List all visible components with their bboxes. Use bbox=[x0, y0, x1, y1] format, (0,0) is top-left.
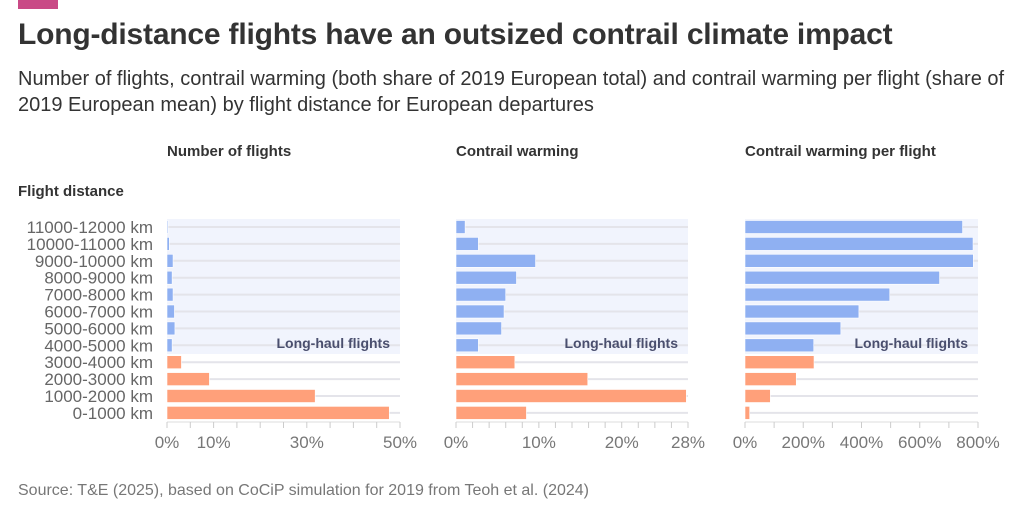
bar bbox=[166, 237, 170, 251]
x-tick-label: 10% bbox=[197, 433, 231, 452]
bar bbox=[166, 389, 316, 403]
bar bbox=[455, 254, 536, 268]
long-haul-annotation: Long-haul flights bbox=[276, 335, 390, 351]
x-tick-label: 0% bbox=[155, 433, 180, 452]
row-label: 3000-4000 km bbox=[44, 353, 153, 372]
bar bbox=[455, 237, 479, 251]
bar bbox=[744, 355, 815, 370]
bar bbox=[744, 406, 750, 420]
bar bbox=[455, 220, 466, 234]
x-tick-label: 0% bbox=[733, 433, 758, 452]
bar bbox=[455, 304, 505, 319]
row-label: 11000-12000 km bbox=[27, 218, 153, 237]
x-tick-label: 30% bbox=[290, 433, 324, 452]
bar bbox=[166, 254, 174, 268]
bar bbox=[744, 254, 974, 268]
row-label: 10000-11000 km bbox=[27, 235, 153, 254]
bar bbox=[744, 389, 771, 403]
x-tick-label: 200% bbox=[782, 433, 825, 452]
bar bbox=[166, 287, 174, 302]
bar bbox=[744, 338, 815, 353]
row-label: 5000-6000 km bbox=[44, 319, 153, 338]
long-haul-band bbox=[167, 219, 400, 354]
bar bbox=[744, 237, 974, 251]
bar bbox=[455, 287, 507, 302]
chart-subtitle: Number of flights, contrail warming (bot… bbox=[18, 68, 1005, 116]
bar bbox=[166, 304, 175, 319]
x-tick-label: 600% bbox=[898, 433, 941, 452]
bar bbox=[455, 338, 479, 353]
bar bbox=[166, 372, 210, 386]
row-label: 1000-2000 km bbox=[44, 387, 153, 406]
bar bbox=[744, 372, 797, 386]
bar bbox=[455, 321, 502, 336]
panel-title: Number of flights bbox=[167, 143, 291, 160]
row-label: 6000-7000 km bbox=[44, 303, 153, 322]
long-haul-annotation: Long-haul flights bbox=[854, 335, 968, 351]
bar bbox=[166, 321, 176, 336]
bar bbox=[455, 389, 687, 403]
row-label: 0-1000 km bbox=[73, 404, 153, 423]
row-label: 9000-10000 km bbox=[35, 252, 153, 271]
bar bbox=[166, 406, 390, 420]
row-label: 7000-8000 km bbox=[44, 286, 153, 305]
bar bbox=[166, 355, 182, 370]
bar bbox=[166, 338, 173, 353]
brand-logo-bar bbox=[18, 0, 58, 9]
bar bbox=[455, 406, 527, 420]
x-tick-label: 20% bbox=[605, 433, 639, 452]
bar bbox=[455, 270, 517, 285]
bar bbox=[744, 270, 940, 285]
row-label: 8000-9000 km bbox=[44, 269, 153, 288]
bar bbox=[455, 372, 589, 386]
bar bbox=[744, 287, 891, 302]
row-label: 2000-3000 km bbox=[44, 370, 153, 389]
bar bbox=[455, 355, 516, 370]
y-axis-title: Flight distance bbox=[18, 183, 124, 200]
bar bbox=[166, 270, 173, 285]
x-tick-label: 50% bbox=[383, 433, 417, 452]
x-tick-label: 0% bbox=[444, 433, 469, 452]
x-tick-label: 800% bbox=[956, 433, 999, 452]
x-tick-label: 28% bbox=[671, 433, 705, 452]
bar bbox=[744, 321, 842, 336]
panel-title: Contrail warming per flight bbox=[745, 143, 936, 160]
long-haul-annotation: Long-haul flights bbox=[564, 335, 678, 351]
bar bbox=[166, 220, 169, 234]
bar bbox=[744, 304, 860, 319]
chart-title: Long-distance flights have an outsized c… bbox=[18, 18, 893, 51]
bar bbox=[744, 220, 963, 234]
row-label: 4000-5000 km bbox=[44, 336, 153, 355]
x-tick-label: 400% bbox=[840, 433, 883, 452]
x-tick-label: 10% bbox=[522, 433, 556, 452]
source-note: Source: T&E (2025), based on CoCiP simul… bbox=[18, 482, 589, 499]
panel-title: Contrail warming bbox=[456, 143, 579, 160]
